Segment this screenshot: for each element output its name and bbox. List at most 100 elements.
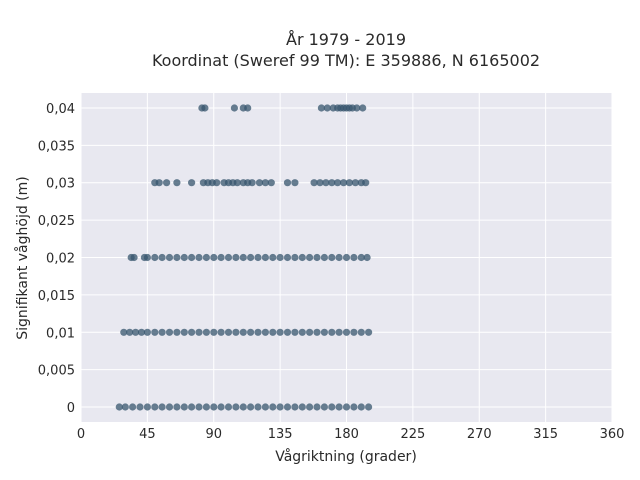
chart-title-line-1: År 1979 - 2019: [286, 30, 406, 49]
data-point: [248, 179, 256, 187]
data-point: [322, 179, 330, 187]
data-point: [143, 403, 151, 411]
data-point: [350, 253, 358, 262]
data-point: [283, 253, 292, 262]
data-point: [328, 253, 336, 262]
data-point: [261, 179, 269, 187]
data-point: [180, 253, 188, 262]
data-point: [267, 179, 275, 187]
data-point: [217, 253, 225, 262]
x-tick-label: 180: [334, 427, 359, 442]
data-point: [210, 328, 218, 336]
data-point: [158, 328, 166, 336]
data-point: [320, 253, 328, 262]
data-point: [342, 403, 351, 411]
data-point: [291, 179, 299, 187]
data-point: [276, 403, 284, 411]
data-point: [188, 179, 196, 187]
x-tick-label: 45: [139, 427, 156, 442]
data-point: [188, 253, 196, 262]
data-point: [357, 403, 365, 411]
data-point: [155, 179, 163, 187]
data-point: [137, 328, 146, 336]
data-point: [353, 104, 361, 112]
y-tick-label: 0: [67, 401, 75, 416]
data-point: [188, 403, 196, 411]
y-axis-ticks: 0 0,005 0,01 0,015 0,02 0,025 0,03 0,035 0,04: [38, 102, 75, 416]
data-point: [173, 403, 181, 411]
data-point: [151, 403, 159, 411]
data-point: [320, 328, 328, 336]
x-axis-ticks: 0 45 90 135 180 225 270 315 360: [77, 427, 625, 442]
data-point: [180, 403, 188, 411]
data-point: [165, 403, 174, 411]
data-point: [244, 104, 252, 112]
data-point: [335, 403, 343, 411]
data-point: [320, 403, 328, 411]
data-point: [210, 253, 218, 262]
data-point: [306, 253, 314, 262]
data-point: [233, 179, 241, 187]
y-tick-label: 0,02: [46, 252, 75, 267]
data-point: [195, 253, 203, 262]
data-point: [120, 328, 128, 336]
data-point: [255, 179, 264, 187]
data-point: [328, 328, 336, 336]
data-point: [151, 253, 159, 262]
data-point: [316, 179, 324, 187]
data-point: [173, 253, 181, 262]
data-point: [224, 253, 233, 262]
data-points: [115, 104, 373, 411]
data-point: [359, 104, 367, 112]
data-point: [143, 253, 151, 262]
data-point: [298, 328, 306, 336]
data-point: [195, 403, 203, 411]
data-point: [247, 403, 255, 411]
data-point: [334, 179, 342, 187]
data-point: [335, 328, 343, 336]
data-point: [310, 179, 318, 187]
data-point: [350, 403, 358, 411]
data-point: [129, 403, 137, 411]
data-point: [217, 328, 225, 336]
data-point: [136, 403, 144, 411]
data-point: [163, 179, 171, 187]
data-point: [165, 328, 174, 336]
data-point: [254, 403, 262, 411]
data-point: [362, 179, 370, 187]
data-point: [298, 403, 306, 411]
data-point: [313, 253, 321, 262]
data-point: [202, 328, 210, 336]
data-point: [291, 253, 299, 262]
x-tick-label: 270: [467, 427, 492, 442]
x-tick-label: 360: [600, 427, 625, 442]
y-tick-label: 0,04: [46, 102, 75, 117]
x-axis-label: Vågriktning (grader): [275, 448, 417, 465]
data-point: [132, 328, 140, 336]
data-point: [247, 328, 255, 336]
y-tick-label: 0,035: [38, 139, 75, 154]
data-point: [232, 253, 240, 262]
data-point: [195, 328, 203, 336]
x-tick-label: 90: [205, 427, 222, 442]
data-point: [247, 253, 255, 262]
data-point: [340, 179, 348, 187]
data-point: [202, 403, 210, 411]
data-point: [213, 179, 221, 187]
data-point: [357, 253, 365, 262]
data-point: [121, 403, 129, 411]
data-point: [158, 253, 166, 262]
data-point: [230, 104, 238, 112]
data-point: [269, 253, 277, 262]
data-point: [239, 328, 247, 336]
data-point: [306, 403, 314, 411]
data-point: [269, 328, 277, 336]
data-point: [261, 328, 269, 336]
data-point: [239, 253, 247, 262]
y-axis-label: Signifikant våghöjd (m): [14, 176, 31, 339]
data-point: [239, 403, 247, 411]
data-point: [261, 253, 269, 262]
data-point: [283, 179, 292, 187]
data-point: [365, 403, 373, 411]
data-point: [350, 328, 358, 336]
